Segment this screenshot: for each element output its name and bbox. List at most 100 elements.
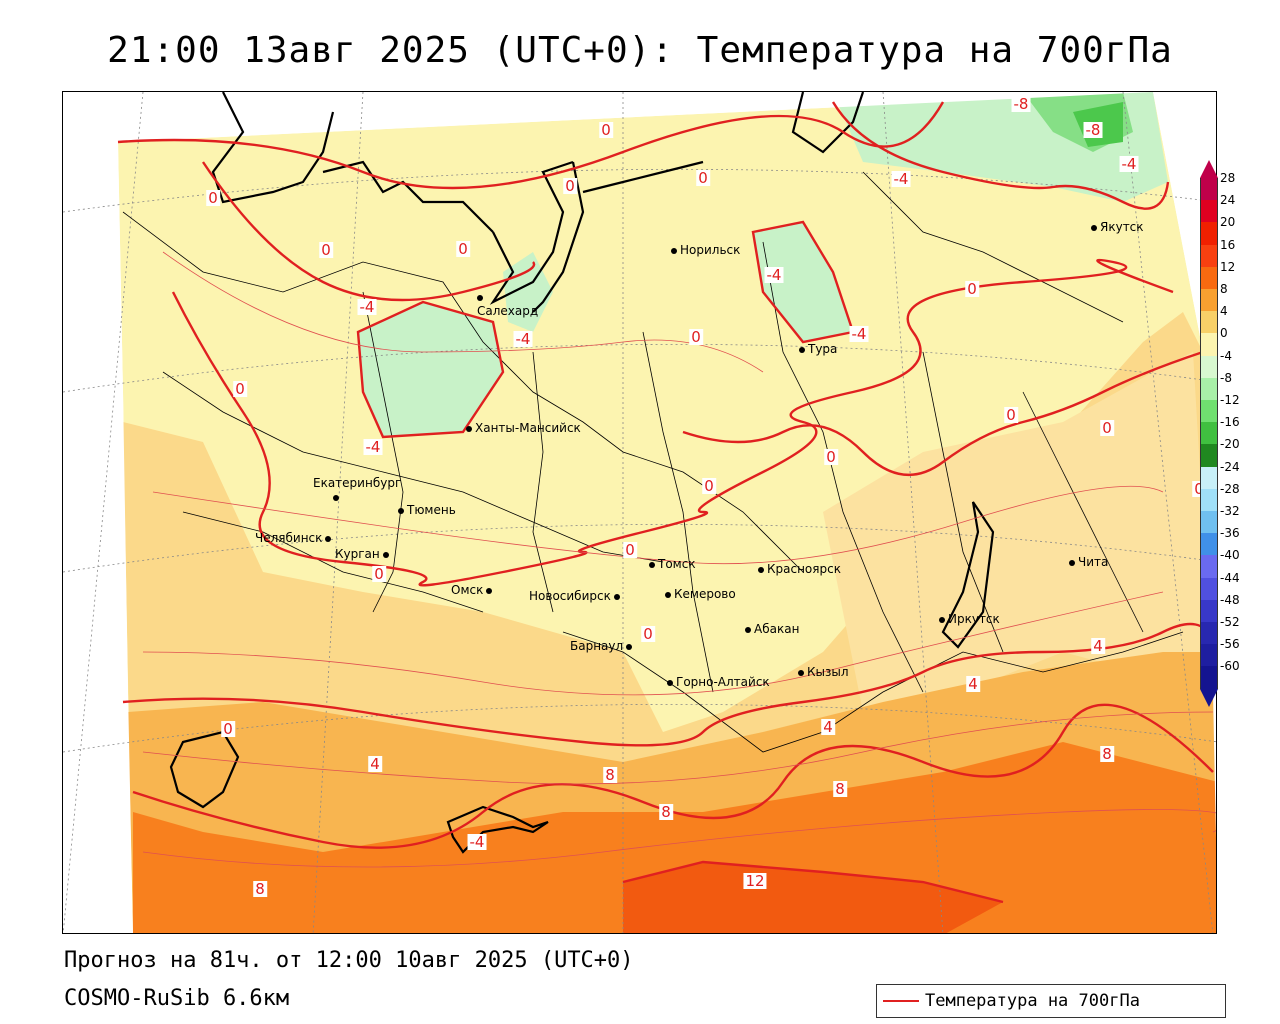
scale-cell xyxy=(1200,178,1218,201)
city-khanty-mansiysk: Ханты-Мансийск xyxy=(466,421,581,435)
city-novosibirsk: Новосибирск xyxy=(529,589,623,603)
isotherm-label: -4 xyxy=(363,438,383,456)
secondary-contours xyxy=(142,251,1216,868)
legend-label: Температура на 700гПа xyxy=(925,991,1140,1011)
isotherm-label: -8 xyxy=(1083,121,1103,139)
isotherm-label: -4 xyxy=(891,170,911,188)
scale-cell xyxy=(1200,444,1218,467)
city-marker xyxy=(799,346,805,353)
scale-tick-label: -32 xyxy=(1220,504,1240,518)
zone-16 xyxy=(623,862,1003,933)
isotherm-label: 4 xyxy=(368,755,382,773)
city-chita: Чита xyxy=(1069,555,1108,569)
isotherm-label: 0 xyxy=(824,448,838,466)
map-legend: Температура на 700гПа xyxy=(876,984,1226,1018)
city-marker xyxy=(466,425,472,432)
scale-tick-label: -56 xyxy=(1220,637,1240,652)
isotherm-label: 8 xyxy=(659,803,673,821)
isotherm-label: 0 xyxy=(702,477,716,495)
cold-zone-west xyxy=(358,302,503,437)
city-marker xyxy=(398,507,404,514)
temperature-map: Норильск Якутск Салехард Тура Ханты-Манс… xyxy=(62,91,1217,934)
scale-cell xyxy=(1200,533,1218,556)
scale-tick-label: -36 xyxy=(1220,526,1240,541)
scale-tick-label: -28 xyxy=(1220,481,1240,496)
city-barnaul: Барнаул xyxy=(570,639,635,653)
city-omsk: Омск xyxy=(451,583,495,597)
scale-tick-label: -60 xyxy=(1220,659,1240,674)
scale-tick-label: 8 xyxy=(1220,282,1228,296)
city-salekhard: Салехард xyxy=(477,290,538,318)
scale-cell xyxy=(1200,400,1218,423)
map-canvas xyxy=(63,92,1216,933)
city-gorno-altaysk: Горно-Алтайск xyxy=(667,675,770,689)
isotherm-label: -8 xyxy=(1011,95,1031,113)
city-tomsk: Томск xyxy=(649,557,696,571)
isotherm-label: 0 xyxy=(372,565,386,583)
isotherm-label: 0 xyxy=(689,328,703,346)
city-marker xyxy=(486,587,493,594)
isotherm-label: 0 xyxy=(641,625,655,643)
scale-tick-label: -48 xyxy=(1220,592,1240,607)
scale-tick-label: -24 xyxy=(1220,459,1240,474)
scale-cell xyxy=(1200,222,1218,245)
isotherm-label: 0 xyxy=(563,177,577,195)
city-marker xyxy=(667,679,673,686)
isotherm-label: 0 xyxy=(696,169,710,187)
city-marker xyxy=(745,626,751,633)
legend-line-swatch xyxy=(883,1000,919,1002)
scale-cell xyxy=(1200,644,1218,667)
scale-cell xyxy=(1200,333,1218,356)
scale-tick-label: -12 xyxy=(1220,393,1240,407)
scale-cell xyxy=(1200,577,1218,600)
city-marker xyxy=(325,535,332,542)
scale-cell xyxy=(1200,555,1218,578)
city-marker xyxy=(613,593,620,600)
city-marker xyxy=(939,616,945,623)
city-krasnoyarsk: Красноярск xyxy=(758,562,841,576)
city-marker xyxy=(333,494,339,501)
isotherm-label: 12 xyxy=(743,872,767,890)
scale-tick-label: 12 xyxy=(1220,259,1236,274)
isotherm-label: 0 xyxy=(456,240,470,258)
isotherm-label: 4 xyxy=(1091,637,1105,655)
scale-tick-label: -40 xyxy=(1220,548,1240,563)
zone-12-16 xyxy=(133,742,1216,933)
scale-cell xyxy=(1200,511,1218,534)
scale-tick-label: -52 xyxy=(1220,615,1240,629)
city-marker xyxy=(671,247,677,254)
scale-cell xyxy=(1200,311,1218,334)
isotherm-label: 0 xyxy=(599,121,613,139)
isotherm-label: -4 xyxy=(1119,155,1139,173)
city-tura: Тура xyxy=(799,342,837,356)
model-line: COSMO-RuSib 6.6км xyxy=(64,986,290,1011)
scale-tick-label: 28 xyxy=(1220,171,1236,185)
isotherm-label: -4 xyxy=(764,266,784,284)
scale-tick-label: -8 xyxy=(1220,370,1232,385)
scale-tick-label: 24 xyxy=(1220,193,1236,208)
scale-bottom-arrow xyxy=(1200,688,1218,707)
city-marker xyxy=(649,561,655,568)
cold-zone-center xyxy=(753,222,853,342)
isotherm-label: 0 xyxy=(233,380,247,398)
graticule xyxy=(63,92,1216,933)
isotherm-label: 0 xyxy=(221,720,235,738)
color-scale: 28 24 20 16 12 8 4 0 -4 -8 -12 -16 -20 -24 -28 -32 -36 -4… xyxy=(1200,160,1260,707)
isotherm-label: 0 xyxy=(319,241,333,259)
scale-cell xyxy=(1200,266,1218,289)
isotherm-label: -4 xyxy=(357,298,377,316)
region-borders xyxy=(122,171,1184,753)
city-kurgan: Курган xyxy=(335,547,392,561)
isotherm-label: 0 xyxy=(623,541,637,559)
scale-tick-label: -44 xyxy=(1220,570,1240,585)
isotherm-label: 0 xyxy=(1100,419,1114,437)
scale-tick-label: -20 xyxy=(1220,437,1240,452)
city-yakutsk: Якутск xyxy=(1091,220,1144,234)
scale-tick-label: 20 xyxy=(1220,215,1236,230)
isotherm-label: 8 xyxy=(833,780,847,798)
scale-cell xyxy=(1200,622,1218,645)
city-marker xyxy=(1069,559,1075,566)
isotherm-label: 0 xyxy=(206,189,220,207)
scale-tick-label: 0 xyxy=(1220,326,1228,341)
scale-tick-label: 4 xyxy=(1220,304,1228,319)
